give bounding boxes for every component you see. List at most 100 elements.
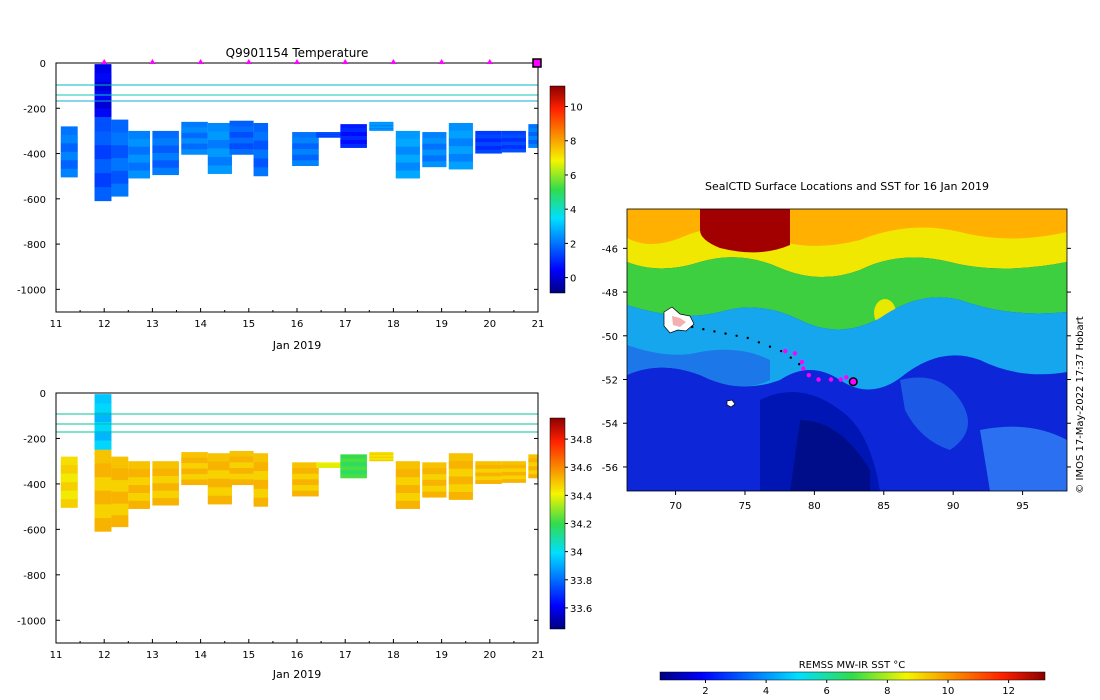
map-credit: © IMOS 17-May-2022 17:37 Hobart [1075,316,1086,493]
p1-profile-16-band-5 [448,161,473,170]
p2-cbar-label-33.8: 33.8 [570,576,592,587]
track-point-5 [746,336,749,340]
p1-profile-18-band-4 [501,145,526,149]
p1-profile-5-band-3 [152,152,179,161]
p2-profile-11-band-3 [316,465,341,467]
p2-xtick-label-15: 15 [242,650,255,661]
p2-profile-12-band-1 [340,458,367,463]
p2-profile-14-band-4 [395,493,420,501]
p2-xtick-label-13: 13 [146,650,159,661]
map-title: SealCTD Surface Locations and SST for 16… [705,180,989,193]
p1-profile-2-band-4 [94,173,112,188]
p1-profile-2-band-2 [94,145,112,160]
p1-profile-11-band-4 [316,135,341,137]
map-xtick-label-90: 90 [947,501,960,512]
p1-profile-9-band-2 [253,140,269,150]
p1-profile-14-band-2 [395,146,420,155]
p1-profile-15-band-2 [422,143,447,150]
p2-xtick-label-12: 12 [98,650,111,661]
map-frame [626,208,1068,492]
p1-profile-5-band-4 [152,160,179,168]
p1-profile-0-band-3 [60,151,78,161]
sst-cbar-label-10: 10 [942,686,955,697]
p1-profile-marker-8 [486,59,493,64]
p2-profile-3-band-2 [111,480,129,492]
p2-profile-6-band-4 [181,474,208,480]
map-xtick-label-85: 85 [877,501,890,512]
p1-xtick-label-16: 16 [291,319,304,330]
p1-profile-13-band-2 [369,124,394,127]
p2-profile-4-band-5 [128,500,150,509]
p1-xtick-label-14: 14 [194,319,207,330]
p1-xtick-label-17: 17 [339,319,352,330]
p1-profile-10-band-3 [292,149,319,155]
p2-profile-10-band-5 [292,490,319,497]
p1-profile-marker-5 [342,59,349,64]
p2-profile-11-band-1 [316,463,341,465]
map-xtick-label-80: 80 [808,501,821,512]
p2-profile-17-band-1 [475,464,502,469]
p1-xtick-label-21: 21 [532,319,545,330]
p2-profile-15-band-5 [422,491,447,498]
recent-location-3 [801,366,806,371]
p1-profile-marker-6 [390,59,397,64]
p2-profile-14-band-3 [395,485,420,493]
p1-profile-8-band-1 [229,126,254,133]
sst-cbar-label-4: 4 [763,686,769,697]
p2-cbar-label-33.6: 33.6 [570,604,592,615]
map-colorbar-label: REMSS MW-IR SST °C [799,660,906,671]
map-ytick-label--46: -46 [602,244,618,255]
p1-profile-6-band-1 [181,127,208,133]
p2-profile-7-band-5 [207,495,232,505]
p1-profile-3-band-5 [111,183,129,197]
p1-profile-10-band-4 [292,154,319,161]
p2-profile-13-band-5 [369,459,394,462]
p2-cbar-label-34.2: 34.2 [570,520,592,531]
p2-profile-11-band-2 [316,464,341,466]
p1-profile-8-band-5 [229,149,254,155]
p1-profile-9-band-4 [253,158,269,168]
track-point-10 [797,363,801,366]
p2-profile-5-band-4 [152,490,179,499]
recent-location-0 [783,348,788,354]
p2-cbar-label-34.4: 34.4 [570,491,592,502]
p2-profile-14-band-5 [395,500,420,509]
p1-profile-marker-3 [245,59,252,64]
temperature-colorbar [549,85,566,294]
p2-profile-8-band-2 [229,462,254,468]
recent-location-2 [799,359,805,365]
p1-profile-16-band-2 [448,138,473,147]
p2-profile-19-band-3 [528,466,538,471]
p1-profile-13-band-1 [369,123,394,125]
p2-profile-15-band-3 [422,479,447,486]
p1-profile-15-band-4 [422,155,447,162]
p1-profile-18-band-3 [501,141,526,146]
p2-profile-16-band-1 [448,460,473,469]
recent-location-1 [792,351,798,356]
track-point-3 [724,332,727,335]
p1-profile-0-band-1 [60,134,78,144]
track-point-2 [713,330,716,333]
p1-xtick-label-19: 19 [435,319,448,330]
map-ytick-label--54: -54 [602,419,618,430]
p2-profile-10-band-3 [292,479,319,486]
map-ytick-label--56: -56 [602,463,618,474]
p1-profile-5-band-2 [152,145,179,153]
p1-profile-14-band-5 [395,170,420,179]
temperature-title: Q9901154 Temperature [226,46,369,60]
p1-profile-12-band-2 [340,132,367,137]
p2-profile-2-band-4 [94,504,112,518]
p2-ytick-label--600: -600 [23,525,46,536]
p2-profile-5-band-2 [152,475,179,484]
p2-profile-7-band-2 [207,470,232,479]
p2-profile-4-band-1 [128,469,150,478]
p2-profile-5-band-3 [152,483,179,491]
salinity-colorbar [549,417,566,630]
p1-profile-3-band-4 [111,170,129,184]
p1-profile-11-band-2 [316,133,341,135]
salinity-plot-area [56,393,538,643]
p2-xtick-label-19: 19 [435,650,448,661]
p1-profile-13-band-3 [369,126,394,128]
p1-profile-16-band-3 [448,146,473,154]
p1-cbar-label-6: 6 [570,171,576,182]
